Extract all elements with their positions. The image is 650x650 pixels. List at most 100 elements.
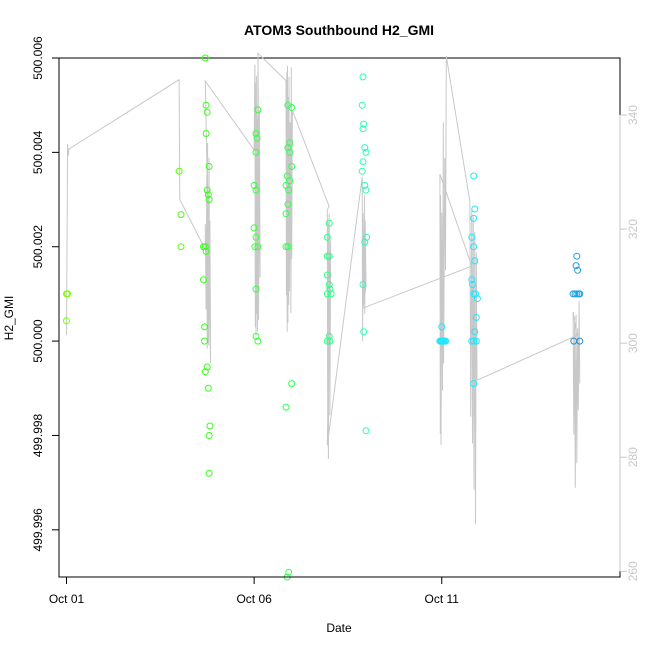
data-point bbox=[323, 290, 331, 298]
y-tick-label: 500.004 bbox=[31, 130, 45, 174]
y2-tick-label: 280 bbox=[626, 447, 640, 467]
data-point bbox=[201, 337, 209, 345]
y-axis-right: 260 280 300 320 340 bbox=[619, 105, 640, 581]
data-point bbox=[469, 281, 476, 288]
y-axis: 499.996 499.998 500.000 500.002 500.004 500.0… bbox=[31, 36, 60, 552]
data-point bbox=[288, 163, 296, 170]
y-tick-label: 500.000 bbox=[31, 319, 45, 363]
data-point bbox=[327, 290, 335, 298]
data-point bbox=[576, 290, 584, 298]
data-point bbox=[253, 134, 261, 142]
data-point bbox=[252, 233, 260, 241]
y2-tick-label: 300 bbox=[626, 333, 640, 353]
chart-title: ATOM3 Southbound H2_GMI bbox=[244, 22, 434, 38]
data-point bbox=[286, 148, 294, 156]
data-point bbox=[254, 337, 262, 345]
data-point bbox=[288, 104, 296, 111]
data-point bbox=[251, 243, 259, 251]
data-point bbox=[576, 337, 584, 345]
data-point bbox=[285, 568, 293, 576]
data-point bbox=[202, 130, 210, 137]
data-point bbox=[361, 144, 369, 152]
data-point bbox=[468, 337, 476, 345]
data-point bbox=[205, 196, 213, 203]
data-point bbox=[177, 211, 185, 219]
data-point bbox=[282, 403, 290, 411]
data-point bbox=[574, 266, 582, 274]
data-point bbox=[362, 148, 370, 156]
data-point bbox=[323, 337, 331, 345]
data-point bbox=[325, 281, 333, 288]
data-point bbox=[252, 285, 260, 293]
data-point bbox=[250, 224, 258, 232]
data-point bbox=[202, 247, 210, 255]
x-axis: Oct 01 Oct 06 Oct 11 bbox=[49, 576, 459, 606]
data-point bbox=[252, 130, 260, 137]
data-point bbox=[284, 200, 292, 208]
data-point bbox=[252, 148, 260, 156]
data-point bbox=[470, 380, 478, 388]
data-point bbox=[468, 233, 476, 241]
data-point bbox=[177, 243, 185, 251]
data-point bbox=[175, 167, 183, 175]
data-point bbox=[359, 125, 367, 133]
data-point bbox=[363, 233, 371, 241]
data-point bbox=[205, 163, 213, 170]
data-point bbox=[470, 243, 478, 251]
data-point bbox=[284, 243, 292, 251]
points-layer bbox=[63, 54, 584, 581]
data-point bbox=[325, 332, 333, 340]
data-point bbox=[323, 233, 331, 241]
y-tick-label: 500.002 bbox=[31, 225, 45, 269]
data-point bbox=[361, 181, 369, 189]
data-point bbox=[359, 73, 367, 81]
data-point bbox=[326, 337, 334, 345]
data-point bbox=[573, 290, 581, 298]
data-point bbox=[206, 422, 214, 430]
data-point bbox=[360, 328, 368, 336]
data-point bbox=[358, 167, 366, 175]
data-point bbox=[202, 101, 210, 109]
data-point bbox=[204, 384, 212, 392]
data-point bbox=[323, 252, 331, 260]
data-point bbox=[325, 252, 333, 260]
data-point bbox=[325, 219, 333, 227]
data-point bbox=[200, 276, 207, 284]
data-point bbox=[323, 271, 331, 279]
x-tick-label: Oct 06 bbox=[236, 592, 272, 606]
data-point bbox=[250, 181, 258, 189]
y-tick-label: 499.998 bbox=[31, 413, 45, 457]
y2-tick-label: 340 bbox=[626, 105, 640, 125]
data-point bbox=[472, 337, 480, 345]
data-point bbox=[361, 238, 369, 246]
data-point bbox=[252, 186, 260, 194]
data-point bbox=[470, 214, 478, 222]
data-point bbox=[470, 337, 478, 345]
plot-frame bbox=[58, 57, 621, 578]
data-point bbox=[472, 290, 479, 298]
x-axis-label: Date bbox=[326, 621, 352, 635]
data-point bbox=[254, 106, 262, 114]
y-axis-label: H2_GMI bbox=[2, 296, 16, 341]
data-point bbox=[205, 469, 213, 477]
data-point bbox=[438, 323, 446, 331]
data-point bbox=[359, 281, 367, 288]
data-point bbox=[358, 101, 366, 109]
data-point bbox=[286, 177, 294, 185]
data-point bbox=[201, 54, 209, 62]
data-point bbox=[362, 186, 370, 194]
data-point bbox=[201, 368, 209, 376]
data-point bbox=[205, 432, 213, 439]
data-point bbox=[359, 158, 367, 166]
data-point bbox=[442, 337, 449, 345]
data-point bbox=[254, 243, 262, 251]
data-point bbox=[471, 328, 479, 336]
secondary-series-line bbox=[66, 52, 581, 525]
data-point bbox=[64, 290, 72, 298]
data-point bbox=[288, 380, 296, 388]
y-tick-label: 500.006 bbox=[31, 36, 45, 80]
data-point bbox=[468, 276, 476, 284]
data-point bbox=[282, 243, 290, 251]
x-tick-label: Oct 01 bbox=[49, 592, 85, 606]
